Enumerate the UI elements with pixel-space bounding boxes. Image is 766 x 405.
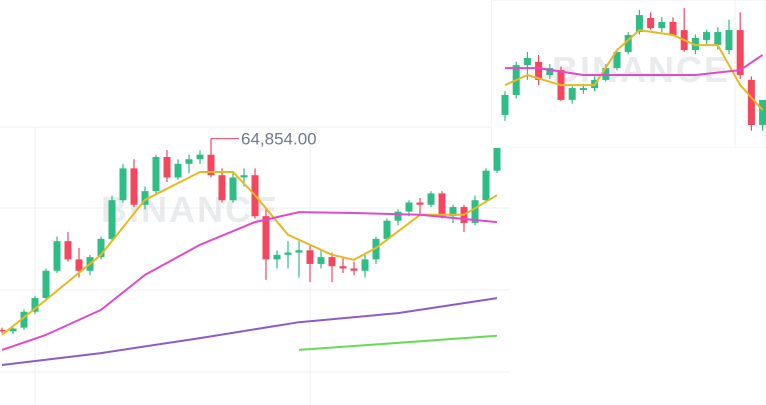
candle-body bbox=[383, 220, 391, 239]
candle-body bbox=[482, 170, 490, 201]
main-chart: BINANCE 64,854.00 bbox=[0, 130, 501, 366]
candle-body bbox=[229, 177, 237, 201]
candle-body bbox=[759, 99, 766, 126]
candle-body bbox=[108, 200, 116, 239]
candle-body bbox=[394, 211, 402, 221]
moving-average-line bbox=[505, 54, 764, 76]
moving-average-line bbox=[1, 171, 498, 336]
candle-body bbox=[471, 200, 479, 223]
candle-body bbox=[361, 259, 369, 271]
candle-body bbox=[185, 159, 193, 164]
candle-body bbox=[53, 241, 61, 271]
candle-body bbox=[20, 311, 28, 328]
moving-average-line bbox=[504, 29, 764, 111]
candle-body bbox=[0, 329, 6, 332]
candle-body bbox=[546, 68, 554, 75]
candle-body bbox=[328, 257, 336, 267]
candle-body bbox=[152, 156, 160, 192]
candle-body bbox=[306, 250, 314, 264]
candle-body bbox=[405, 202, 413, 212]
moving-average-line bbox=[1, 297, 498, 366]
candle-body bbox=[714, 32, 722, 45]
candle-body bbox=[42, 270, 50, 299]
inset-chart: BINANCE bbox=[491, 0, 766, 148]
candle-body bbox=[141, 191, 149, 205]
candle-body bbox=[218, 175, 226, 201]
candle-body bbox=[273, 254, 281, 260]
candle-body bbox=[624, 35, 632, 53]
candle-body bbox=[97, 238, 105, 258]
candle-body bbox=[703, 32, 711, 40]
candle-body bbox=[119, 168, 127, 201]
high-price-label: 64,854.00 bbox=[241, 130, 317, 149]
candle-body bbox=[240, 175, 248, 178]
candle-body bbox=[284, 252, 292, 255]
candle-body bbox=[579, 88, 587, 91]
candle-body bbox=[196, 154, 204, 160]
candle-body bbox=[416, 202, 424, 205]
candle-body bbox=[449, 207, 457, 217]
candle-body bbox=[64, 241, 72, 260]
candle-body bbox=[736, 30, 744, 75]
candle-body bbox=[613, 52, 621, 69]
moving-average-line bbox=[1, 211, 498, 351]
candle-body bbox=[725, 30, 733, 51]
candle-body bbox=[523, 57, 531, 66]
candle-body bbox=[438, 193, 446, 217]
candle-body bbox=[262, 216, 270, 260]
candle-body bbox=[493, 138, 501, 171]
candle-body bbox=[130, 168, 138, 205]
candle-body bbox=[295, 250, 303, 253]
candle-body bbox=[339, 266, 347, 269]
candle-body bbox=[647, 18, 655, 29]
candle-body bbox=[163, 156, 171, 178]
candle-body bbox=[568, 88, 576, 100]
candle-body bbox=[635, 15, 643, 33]
candle-body bbox=[372, 238, 380, 260]
candle-body bbox=[317, 257, 325, 264]
candle-body bbox=[9, 328, 17, 332]
watermark: BINANCE bbox=[101, 189, 279, 230]
candle-body bbox=[535, 61, 543, 80]
candle-body bbox=[427, 193, 435, 205]
candle-body bbox=[350, 268, 358, 271]
candle-body bbox=[31, 298, 39, 312]
moving-average-line bbox=[298, 334, 498, 351]
watermark: BINANCE bbox=[552, 49, 730, 90]
candle-body bbox=[669, 21, 677, 36]
candle-body bbox=[207, 154, 215, 176]
candle-body bbox=[174, 163, 182, 178]
candle-body bbox=[75, 259, 83, 271]
high-marker-line bbox=[210, 138, 239, 145]
candle-body bbox=[501, 94, 509, 115]
candle-body bbox=[658, 21, 666, 29]
candle-body bbox=[747, 79, 755, 126]
